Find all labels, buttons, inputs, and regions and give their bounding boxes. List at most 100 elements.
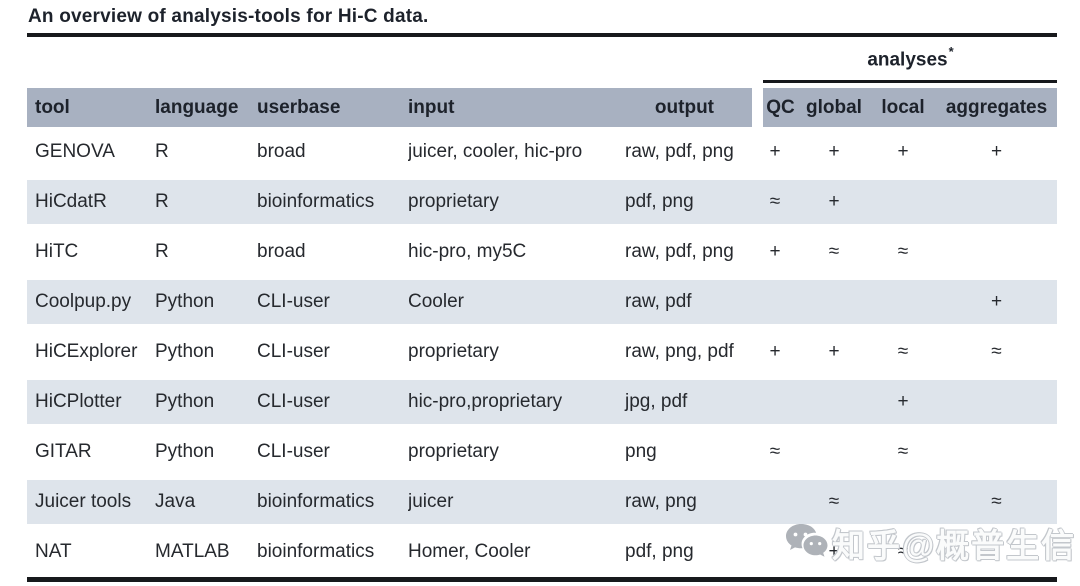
cell-output: raw, pdf, png — [625, 141, 734, 162]
cell-global-mark — [798, 280, 870, 324]
header-userbase: userbase — [257, 96, 341, 118]
cell-output: jpg, pdf — [625, 391, 688, 412]
cell-language: R — [155, 241, 169, 262]
cell-local-mark — [870, 180, 936, 224]
cell-userbase: bioinformatics — [257, 191, 375, 212]
cell-qc-mark — [752, 480, 798, 524]
cell-global-mark — [798, 427, 870, 477]
cell-qc-mark: ≈ — [769, 441, 781, 462]
cell-qc-mark: ≈ — [769, 191, 781, 212]
cell-output: raw, pdf, png — [625, 241, 734, 262]
cell-aggregates-mark: + — [990, 291, 1003, 312]
cell-aggregates-mark — [936, 427, 1057, 477]
cell-global-mark: ≈ — [828, 241, 840, 262]
cell-userbase: broad — [257, 241, 306, 262]
cell-aggregates-mark — [936, 380, 1057, 424]
analyses-label: analyses — [867, 49, 948, 71]
analyses-asterisk: * — [948, 44, 954, 59]
cell-input: proprietary — [408, 191, 499, 212]
cell-aggregates-mark: ≈ — [991, 341, 1002, 362]
cell-global-mark: ≈ — [828, 491, 840, 512]
cell-local-mark: + — [897, 141, 909, 162]
cell-tool: HiCExplorer — [35, 341, 138, 362]
cell-qc-mark: + — [769, 341, 781, 362]
table-header-row: tool language userbase input output QC g… — [27, 88, 1057, 127]
cell-input: hic-pro, my5C — [408, 241, 527, 262]
cell-aggregates-mark: + — [990, 141, 1003, 162]
cell-local-mark: ≈ — [897, 341, 909, 362]
cell-global-mark — [798, 380, 870, 424]
table-row: HiCPlotter Python CLI-user hic-pro,propr… — [27, 377, 1057, 427]
cell-input: juicer — [408, 491, 454, 512]
cell-language: Python — [155, 441, 215, 462]
cell-output: png — [625, 441, 657, 462]
table-row: Juicer tools Java bioinformatics juicer … — [27, 477, 1057, 527]
cell-output: raw, pdf — [625, 291, 692, 312]
watermark: 知乎@概普生信 — [784, 519, 1076, 567]
cell-tool: NAT — [35, 541, 72, 562]
cell-tool: Coolpup.py — [35, 291, 132, 312]
header-language: language — [155, 96, 239, 118]
cell-aggregates-mark: ≈ — [991, 491, 1002, 512]
cell-aggregates-mark — [936, 227, 1057, 277]
cell-input: proprietary — [408, 441, 499, 462]
table-row: HiCdatR R bioinformatics proprietary pdf… — [27, 177, 1057, 227]
header-local: local — [881, 96, 925, 118]
cell-userbase: bioinformatics — [257, 541, 375, 562]
cell-global-mark: + — [828, 141, 840, 162]
cell-language: R — [155, 141, 169, 162]
main-header-segment: tool language userbase input output — [27, 88, 752, 127]
cell-userbase: CLI-user — [257, 441, 330, 462]
header-input: input — [408, 96, 455, 118]
cell-input: Homer, Cooler — [408, 541, 531, 562]
cell-language: Python — [155, 291, 215, 312]
cell-local-mark: ≈ — [897, 241, 909, 262]
header-tool: tool — [35, 96, 70, 118]
cell-aggregates-mark — [936, 180, 1057, 224]
cell-tool: Juicer tools — [35, 491, 132, 512]
cell-local-mark: ≈ — [897, 441, 909, 462]
cell-local-mark: + — [897, 391, 909, 412]
cell-tool: HiTC — [35, 241, 79, 262]
cell-language: R — [155, 191, 169, 212]
bottom-rule — [27, 577, 1057, 582]
cell-output: raw, png, pdf — [625, 341, 734, 362]
cell-userbase: CLI-user — [257, 291, 330, 312]
cell-local-mark: ≈ — [897, 541, 909, 562]
table-row: HiTC R broad hic-pro, my5C raw, pdf, png… — [27, 227, 1057, 277]
table-body: GENOVA R broad juicer, cooler, hic-pro r… — [27, 127, 1057, 577]
cell-qc-mark — [752, 280, 798, 324]
cell-tool: GENOVA — [35, 141, 115, 162]
cell-language: Python — [155, 341, 215, 362]
cell-global-mark: + — [828, 191, 840, 212]
cell-tool: GITAR — [35, 441, 92, 462]
cell-global-mark: + — [828, 541, 840, 562]
analyses-header-segment: QC global local aggregates — [763, 88, 1057, 127]
analyses-group-header: analyses* — [763, 44, 1057, 71]
cell-language: Java — [155, 491, 196, 512]
table-row: Coolpup.py Python CLI-user Cooler raw, p… — [27, 277, 1057, 327]
cell-qc-mark: + — [769, 141, 781, 162]
table-row: HiCExplorer Python CLI-user proprietary … — [27, 327, 1057, 377]
cell-language: Python — [155, 391, 215, 412]
wechat-icon — [784, 521, 830, 566]
cell-userbase: bioinformatics — [257, 491, 375, 512]
table-row: GENOVA R broad juicer, cooler, hic-pro r… — [27, 127, 1057, 177]
title-rule — [27, 33, 1057, 37]
cell-qc-mark — [752, 380, 798, 424]
cell-userbase: CLI-user — [257, 341, 330, 362]
cell-input: Cooler — [408, 291, 464, 312]
cell-output: pdf, png — [625, 541, 694, 562]
table-row: NAT MATLAB bioinformatics Homer, Cooler … — [27, 527, 1057, 577]
cell-output: raw, png — [625, 491, 697, 512]
cell-output: pdf, png — [625, 191, 694, 212]
cell-input: proprietary — [408, 341, 499, 362]
cell-tool: HiCdatR — [35, 191, 107, 212]
cell-language: MATLAB — [155, 541, 230, 562]
cell-local-mark — [870, 480, 936, 524]
analyses-group-rule — [763, 80, 1057, 83]
cell-userbase: CLI-user — [257, 391, 330, 412]
watermark-text: 知乎@概普生信 — [832, 527, 1077, 564]
cell-qc-mark: + — [769, 241, 781, 262]
